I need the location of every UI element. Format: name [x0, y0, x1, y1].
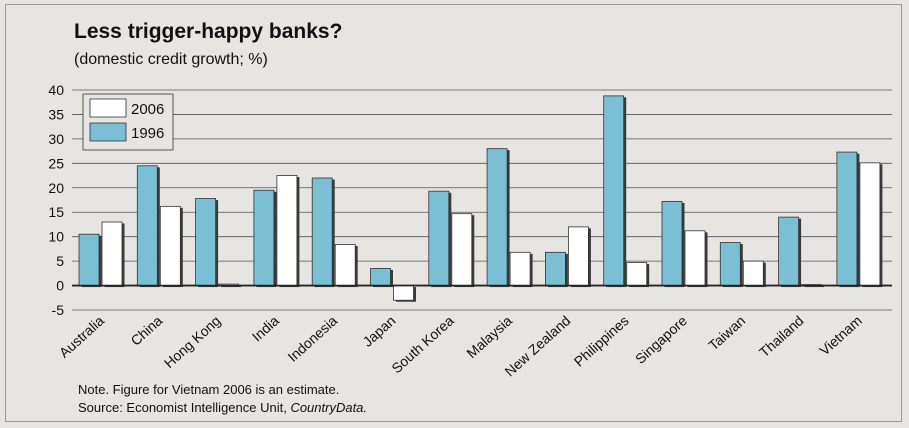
bar-2006 — [684, 230, 706, 286]
x-tick-label: Hong Kong — [161, 312, 224, 371]
chart-subtitle: (domestic credit growth; %) — [74, 51, 268, 68]
source-name: CountryData. — [290, 400, 368, 415]
y-tick-label: 40 — [48, 82, 64, 98]
bar-1996 — [603, 95, 625, 286]
legend-label: 2006 — [131, 101, 164, 118]
source-text: Source: Economist Intelligence Unit, Cou… — [78, 399, 367, 417]
x-tick-label: Indonesia — [284, 312, 340, 365]
bar-2006 — [742, 260, 764, 286]
x-tick-label: Singapore — [632, 312, 690, 367]
bar-2006 — [276, 175, 298, 286]
x-tick-label: Taiwan — [705, 312, 748, 353]
bar-1996 — [311, 177, 333, 286]
x-tick-label: Japan — [359, 312, 398, 349]
bar-1996 — [661, 201, 683, 286]
y-tick-label: 20 — [48, 180, 64, 196]
bar-2006 — [334, 244, 356, 286]
bar-1996 — [486, 148, 508, 286]
y-tick-label: 30 — [48, 131, 64, 147]
bar-2006 — [159, 205, 181, 286]
x-tick-label: Thailand — [756, 312, 807, 360]
bar-2006 — [626, 262, 648, 286]
bar-1996 — [836, 151, 858, 286]
note-text: Note. Figure for Vietnam 2006 is an esti… — [78, 382, 340, 397]
source-prefix: Source: Economist Intelligence Unit, — [78, 400, 291, 415]
legend-label: 1996 — [131, 125, 164, 142]
bar-1996 — [195, 198, 217, 286]
chart-title: Less trigger-happy banks? — [74, 20, 343, 43]
bar-2006-shadow — [804, 286, 825, 288]
bar-2006 — [393, 285, 414, 301]
chart-notes: Note. Figure for Vietnam 2006 is an esti… — [78, 381, 367, 417]
y-tick-label: 35 — [48, 106, 64, 122]
y-tick-label: 5 — [56, 253, 64, 269]
bar-1996 — [78, 233, 100, 286]
legend-swatch-1996 — [89, 122, 127, 142]
x-tick-label: Malaysia — [463, 312, 515, 361]
x-tick-label: China — [127, 312, 165, 349]
x-tick-label: India — [249, 312, 282, 344]
legend-swatch-2006 — [89, 98, 127, 118]
bar-2006 — [509, 251, 531, 286]
bar-2006 — [859, 162, 881, 286]
x-tick-label: Philippines — [571, 312, 632, 369]
bar-1996 — [545, 251, 566, 286]
x-tick-label: Vietnam — [816, 312, 865, 358]
bar-1996 — [778, 216, 799, 286]
bar-2006 — [101, 221, 123, 286]
bar-1996 — [719, 242, 741, 286]
bar-1996 — [253, 189, 275, 286]
bar-1996 — [136, 165, 158, 286]
y-tick-label: -5 — [52, 302, 65, 318]
bar-1996 — [428, 190, 450, 286]
x-tick-label: Australia — [56, 312, 107, 360]
bar-2006 — [451, 213, 473, 286]
y-tick-label: 10 — [48, 229, 64, 245]
bar-1996 — [370, 268, 391, 286]
y-tick-label: 0 — [56, 278, 64, 294]
y-tick-label: 25 — [48, 155, 64, 171]
x-tick-label: South Korea — [388, 312, 457, 376]
y-tick-label: 15 — [48, 204, 64, 220]
bar-2006 — [568, 226, 589, 286]
